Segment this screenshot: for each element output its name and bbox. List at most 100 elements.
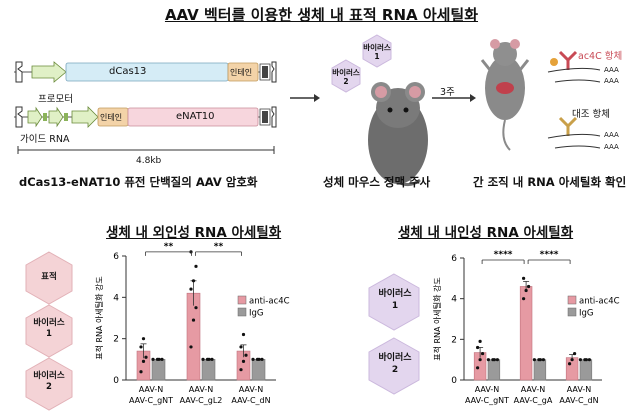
legend-label-IgG: IgG — [249, 309, 264, 319]
bar-IgG — [533, 359, 547, 381]
data-point — [495, 358, 499, 362]
enat10-box — [127, 107, 259, 127]
dcas13-label: dCas13 — [109, 66, 147, 77]
virus-1-hex-label-right: 바이러스 1 — [378, 289, 412, 311]
data-point — [476, 345, 480, 350]
legend-label-anti-ac4C: anti-ac4C — [579, 297, 620, 307]
data-point — [578, 358, 582, 362]
data-point — [478, 339, 482, 343]
right-bar-chart: 0 2 4 6 표적 RNA 아세틸화 강도 AAV-N AAV-C_gNT AAV-N AAV… — [432, 250, 620, 405]
data-point — [573, 351, 577, 356]
data-point — [201, 357, 205, 361]
x-tick-label-line1: AAV-N — [567, 385, 592, 394]
control-antibody-label: 대조 항체 — [572, 109, 610, 120]
data-point — [157, 357, 161, 361]
data-point — [141, 359, 146, 363]
data-point — [239, 345, 243, 349]
data-point — [260, 357, 264, 361]
poly-a-label-1: AAA — [604, 66, 619, 74]
itr-right-1 — [271, 61, 277, 83]
legend-swatch-anti-ac4C — [237, 295, 247, 305]
significance-label: **** — [494, 250, 513, 260]
y-axis-label: 표적 RNA 아세틸화 강도 — [432, 277, 442, 361]
significance-label: ** — [164, 242, 174, 252]
bar-anti-ac4C — [186, 292, 201, 381]
significance-label: ** — [214, 242, 224, 252]
intein-label-1: 인테인 — [230, 68, 253, 77]
x-tick-label-line2: AAV-C_gL2 — [180, 396, 223, 405]
poly-a-label-3: AAA — [604, 131, 619, 139]
data-point — [568, 362, 572, 366]
data-point — [476, 366, 480, 370]
data-point — [478, 358, 482, 362]
data-point — [541, 358, 545, 362]
virus-2-label: 바이러스 2 — [332, 68, 360, 86]
data-point — [522, 297, 526, 301]
virus-hexagon-1 — [362, 34, 392, 68]
ac4c-antibody-label: ac4C 항체 — [578, 51, 623, 62]
intein-label-2: 인테인 — [100, 113, 123, 122]
workflow-illustration — [14, 34, 601, 187]
y-axis-label: 표적 RNA 아세틸화 강도 — [94, 276, 104, 360]
data-point — [207, 357, 211, 361]
y-tick-label: 4 — [113, 293, 119, 303]
enat10-label: eNAT10 — [176, 111, 215, 122]
right-panel-title: 생체 내 내인성 RNA 아세틸화 — [398, 225, 574, 241]
x-tick-label-line1: AAV-N — [189, 385, 214, 394]
guide-promoter-1 — [27, 106, 43, 128]
data-point — [191, 318, 196, 322]
control-antibody-diagram — [547, 116, 601, 149]
construct-caption: dCas13-eNAT10 퓨전 단백질의 AAV 암호화 — [19, 175, 258, 189]
time-label: 3주 — [440, 87, 455, 98]
data-point — [160, 357, 164, 361]
left-hexagons — [25, 251, 73, 411]
y-tick-label: 6 — [451, 254, 457, 264]
figure-title: AAV 벡터를 이용한 생체 내 표적 RNA 아세틸화 — [164, 6, 479, 24]
bar-IgG — [201, 359, 216, 381]
data-point — [189, 287, 193, 291]
virus-1-label: 바이러스 1 — [363, 43, 391, 61]
data-point — [151, 357, 155, 361]
virus-1-hexagon-right — [368, 273, 420, 331]
poly-a-label-2: AAA — [604, 77, 619, 85]
target-hex-label: 표적 — [41, 272, 57, 282]
virus-2-hex-label-right: 바이러스 2 — [378, 353, 412, 375]
intein-box-1 — [227, 62, 259, 82]
significance-label: **** — [540, 250, 559, 260]
data-point — [492, 358, 496, 362]
legend-label-anti-ac4C: anti-ac4C — [249, 297, 290, 307]
x-tick-label-line2: AAV-C_gNT — [129, 396, 173, 405]
promoter-arrow-1 — [31, 61, 67, 83]
virus-1-hexagon-left — [25, 304, 73, 358]
data-point — [584, 358, 588, 362]
data-point — [194, 306, 198, 310]
size-label: 4.8kb — [136, 156, 162, 166]
data-point — [210, 357, 214, 361]
right-hexagons — [368, 273, 420, 395]
data-point — [527, 284, 531, 289]
bar-IgG — [151, 359, 166, 381]
data-point — [191, 279, 196, 283]
virus-hexagon-2 — [331, 59, 361, 93]
data-point — [139, 370, 143, 374]
data-point — [532, 358, 536, 362]
y-tick-label: 6 — [113, 252, 119, 262]
x-tick-label-line1: AAV-N — [521, 385, 546, 394]
y-tick-label: 4 — [451, 295, 457, 305]
data-point — [538, 358, 542, 362]
itr-left-2 — [15, 106, 23, 128]
ac4c-antibody-diagram — [547, 50, 601, 83]
x-tick-label-line2: AAV-C_dN — [231, 396, 270, 405]
mouse-illustration — [368, 82, 428, 187]
guide-promoter-2 — [48, 106, 64, 128]
data-point — [239, 368, 243, 372]
legend-swatch-IgG — [567, 307, 577, 317]
target-hexagon — [25, 251, 73, 305]
mouse-liver-illustration — [480, 39, 530, 151]
itr-left-1 — [15, 61, 23, 83]
x-tick-label-line2: AAV-C_dN — [559, 396, 598, 405]
dcas13-box — [65, 62, 229, 82]
y-tick-label: 2 — [113, 335, 119, 345]
data-point — [486, 358, 490, 362]
legend-label-IgG: IgG — [579, 309, 594, 319]
